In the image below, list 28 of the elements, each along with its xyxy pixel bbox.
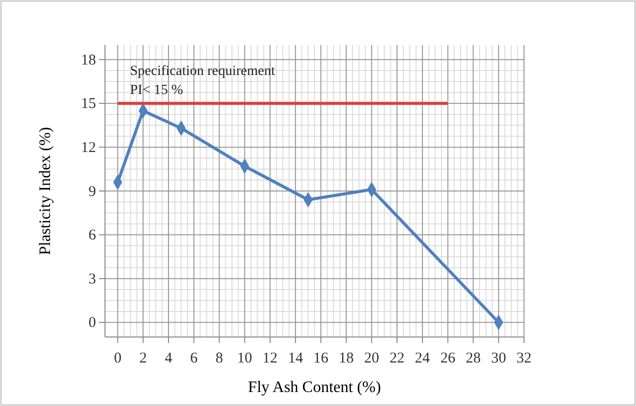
x-tick-label: 0: [114, 350, 122, 366]
y-axis-title: Plasticity Index (%): [37, 127, 54, 255]
x-tick-label: 12: [262, 350, 278, 366]
y-tick-label: 6: [88, 228, 96, 244]
x-tick-label: 8: [216, 350, 224, 366]
x-tick-label: 22: [390, 350, 405, 366]
x-tick-label: 26: [440, 350, 456, 366]
annotation: PI< 15 %: [130, 83, 184, 98]
x-tick-label: 24: [414, 350, 430, 366]
x-tick-label: 18: [338, 350, 354, 366]
y-tick-label: 15: [81, 96, 96, 112]
x-tick-label: 28: [466, 350, 481, 366]
x-tick-label: 4: [164, 350, 173, 366]
y-tick-label: 18: [81, 52, 96, 68]
x-tick-label: 6: [190, 350, 198, 366]
x-tick-label: 16: [313, 350, 329, 366]
y-tick-label: 9: [88, 184, 96, 200]
x-tick-label: 10: [237, 350, 252, 366]
y-tick-label: 12: [81, 140, 96, 156]
x-tick-label: 2: [139, 350, 147, 366]
x-tick-label: 14: [288, 350, 304, 366]
y-tick-label: 3: [88, 271, 96, 288]
x-axis-title: Fly Ash Content (%): [248, 379, 381, 396]
x-tick-label: 20: [364, 350, 380, 366]
x-tick-label: 32: [516, 350, 532, 366]
x-tick-label: 30: [491, 350, 506, 366]
annotation: Specification requirement: [130, 64, 276, 79]
y-tick-label: 0: [88, 315, 96, 332]
